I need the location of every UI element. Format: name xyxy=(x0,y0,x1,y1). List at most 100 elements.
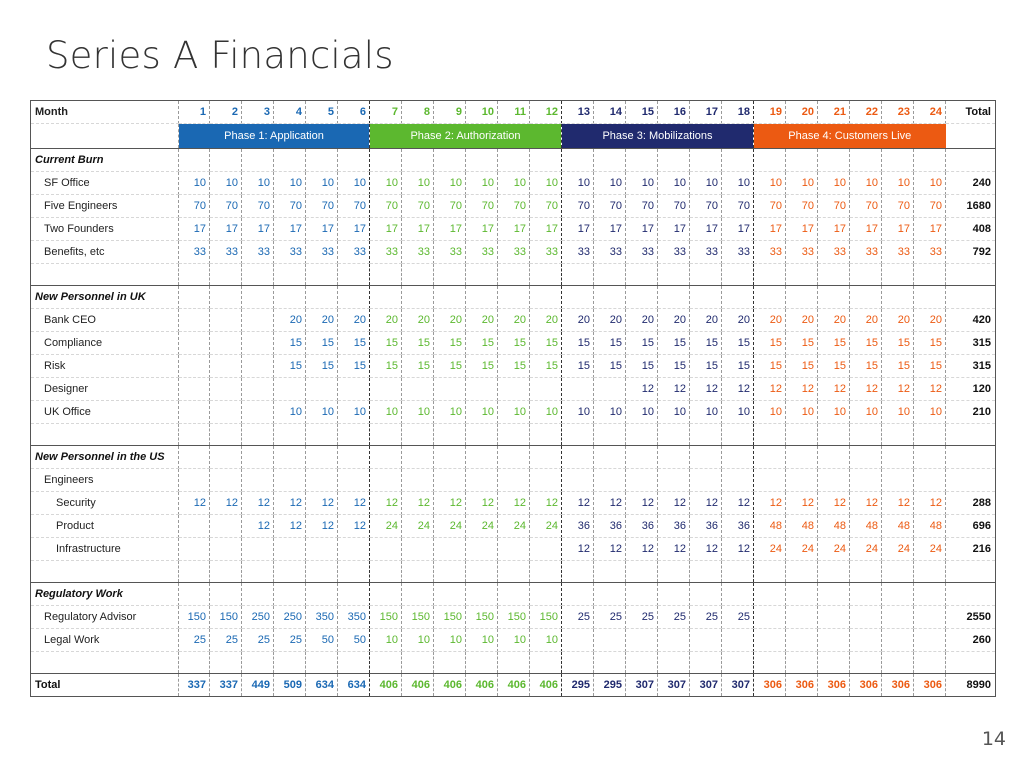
value-cell xyxy=(209,285,242,309)
value-cell xyxy=(241,308,274,332)
value-cell: 70 xyxy=(657,194,690,218)
value-cell: 20 xyxy=(689,308,722,332)
value-cell: 12 xyxy=(337,491,370,515)
value-cell xyxy=(817,628,850,652)
value-cell: 70 xyxy=(465,194,498,218)
value-cell xyxy=(849,628,882,652)
value-cell: 307 xyxy=(625,673,658,697)
value-cell xyxy=(721,263,754,286)
table-row: Benefits, etc 33 33 33 33 33 33 33 33 33 33 33 33 33 3… xyxy=(30,240,996,264)
section-header-row: Regulatory Work xyxy=(30,582,996,606)
value-cell: 70 xyxy=(625,194,658,218)
value-cell: 12 xyxy=(497,491,530,515)
value-cell: 70 xyxy=(721,194,754,218)
value-cell: 10 xyxy=(497,400,530,424)
value-cell xyxy=(913,628,946,652)
value-cell xyxy=(497,582,530,606)
value-cell xyxy=(625,582,658,606)
value-cell: 12 xyxy=(433,491,466,515)
month-number: 21 xyxy=(817,100,850,124)
value-cell xyxy=(849,651,882,674)
value-cell xyxy=(209,537,242,561)
value-cell: 17 xyxy=(753,217,786,241)
value-cell xyxy=(178,377,210,401)
value-cell: 33 xyxy=(305,240,338,264)
value-cell xyxy=(209,582,242,606)
value-cell: 12 xyxy=(561,537,594,561)
value-cell xyxy=(337,263,370,286)
value-cell xyxy=(497,445,530,469)
value-cell: 20 xyxy=(561,308,594,332)
value-cell: 36 xyxy=(689,514,722,538)
value-cell xyxy=(178,468,210,492)
value-cell xyxy=(529,651,562,674)
value-cell: 20 xyxy=(721,308,754,332)
value-cell xyxy=(753,468,786,492)
value-cell: 17 xyxy=(881,217,914,241)
table-row: Bank CEO 20 20 20 20 20 20 20 20 20 20 20 20 20 20 20 20… xyxy=(30,308,996,332)
value-cell xyxy=(561,445,594,469)
row-total xyxy=(945,423,996,446)
value-cell: 15 xyxy=(465,331,498,355)
value-cell: 24 xyxy=(881,537,914,561)
value-cell xyxy=(817,651,850,674)
phase-banner: Phase 4: Customers Live xyxy=(753,123,946,149)
row-total: 696 xyxy=(945,514,996,538)
value-cell xyxy=(465,377,498,401)
month-number: 13 xyxy=(561,100,594,124)
value-cell: 15 xyxy=(913,354,946,378)
value-cell xyxy=(401,582,434,606)
value-cell: 20 xyxy=(529,308,562,332)
value-cell xyxy=(337,560,370,583)
value-cell: 17 xyxy=(785,217,818,241)
page-number: 14 xyxy=(981,728,1006,750)
value-cell xyxy=(209,308,242,332)
row-total: 420 xyxy=(945,308,996,332)
value-cell xyxy=(401,468,434,492)
value-cell xyxy=(561,148,594,172)
value-cell: 12 xyxy=(721,491,754,515)
value-cell xyxy=(561,560,594,583)
value-cell: 15 xyxy=(561,331,594,355)
value-cell xyxy=(849,468,882,492)
value-cell: 12 xyxy=(785,491,818,515)
value-cell: 12 xyxy=(689,537,722,561)
month-number: 3 xyxy=(241,100,274,124)
value-cell xyxy=(401,445,434,469)
value-cell: 12 xyxy=(881,377,914,401)
table-row: Two Founders 17 17 17 17 17 17 17 17 17 17 17 17 17 17… xyxy=(30,217,996,241)
value-cell xyxy=(433,377,466,401)
value-cell xyxy=(913,263,946,286)
row-total: 120 xyxy=(945,377,996,401)
value-cell xyxy=(273,468,306,492)
value-cell: 12 xyxy=(657,537,690,561)
value-cell: 33 xyxy=(241,240,274,264)
value-cell: 12 xyxy=(753,377,786,401)
value-cell xyxy=(529,445,562,469)
value-cell: 10 xyxy=(241,171,274,195)
value-cell: 15 xyxy=(785,331,818,355)
value-cell: 10 xyxy=(785,400,818,424)
value-cell: 48 xyxy=(913,514,946,538)
value-cell: 15 xyxy=(913,331,946,355)
value-cell: 15 xyxy=(433,331,466,355)
value-cell: 15 xyxy=(721,331,754,355)
value-cell xyxy=(209,651,242,674)
value-cell xyxy=(241,445,274,469)
row-label xyxy=(30,263,179,286)
value-cell xyxy=(369,285,402,309)
value-cell xyxy=(625,423,658,446)
value-cell xyxy=(369,445,402,469)
value-cell: 48 xyxy=(817,514,850,538)
value-cell: 10 xyxy=(881,400,914,424)
value-cell: 70 xyxy=(369,194,402,218)
section-header-row: Current Burn xyxy=(30,148,996,172)
value-cell: 24 xyxy=(529,514,562,538)
value-cell xyxy=(369,560,402,583)
value-cell xyxy=(273,377,306,401)
value-cell: 406 xyxy=(529,673,562,697)
value-cell: 10 xyxy=(305,400,338,424)
value-cell xyxy=(433,560,466,583)
value-cell: 15 xyxy=(689,354,722,378)
value-cell: 33 xyxy=(689,240,722,264)
